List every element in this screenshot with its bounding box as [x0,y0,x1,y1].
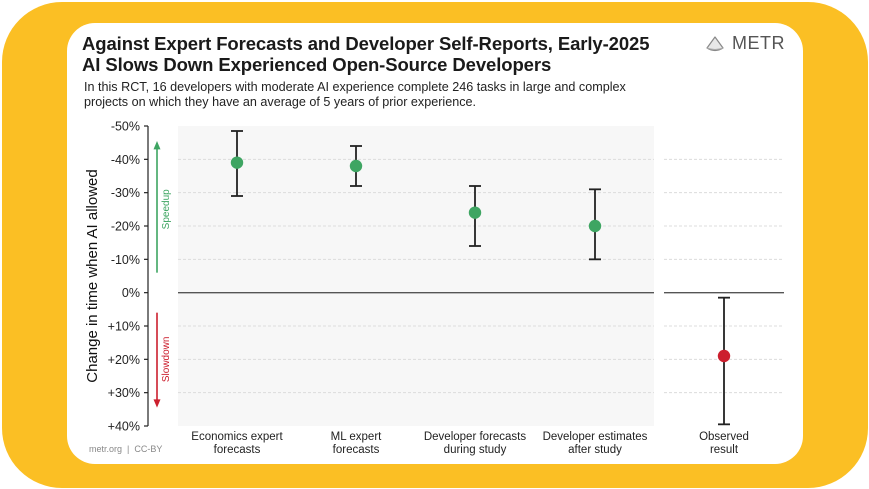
subtitle-line-1: In this RCT, 16 developers with moderate… [84,80,626,94]
x-category-label: after study [568,444,622,456]
y-axis-label: Change in time when AI allowed [84,169,101,382]
chart-subtitle: In this RCT, 16 developers with moderate… [84,80,626,110]
x-category-label: Observed [699,431,749,443]
y-tick-label: +20% [108,353,140,367]
y-tick-label: +40% [108,420,140,434]
data-point [349,159,363,173]
data-point [230,156,244,169]
metr-logo-icon [706,35,724,51]
subtitle-line-2: projects on which they have an average o… [84,95,477,109]
y-tick-label: -50% [111,120,140,134]
x-category-label: forecasts [214,444,261,456]
speedup-label: Speedup [161,189,172,229]
data-point [717,349,731,363]
logo-text: METR [732,33,785,53]
y-tick-label: -40% [111,153,140,167]
slowdown-label: Slowdown [161,337,172,383]
y-tick-label: +30% [108,386,140,400]
data-point [468,206,482,219]
x-category-label: ML expert [331,431,383,443]
y-tick-label: -10% [111,253,140,267]
x-category-label: forecasts [333,444,380,456]
title-line-1: Against Expert Forecasts and Developer S… [82,33,650,54]
title-line-2: AI Slows Down Experienced Open-Source De… [82,54,552,75]
x-category-label: during study [444,444,507,456]
chart-title: Against Expert Forecasts and Developer S… [82,33,650,75]
forecast-panel [178,126,654,426]
x-category-label: Developer estimates [543,431,648,443]
source-credit: metr.org | CC-BY [89,444,163,454]
slowdown-arrowhead-icon [153,399,161,408]
y-tick-label: -30% [111,186,140,200]
x-category-label: Economics expert [191,431,283,443]
y-tick-label: +10% [108,320,140,334]
speedup-arrowhead-icon [153,141,161,150]
x-category-label: result [710,444,739,456]
metr-logo: METR [704,33,785,54]
data-point [588,219,602,233]
x-category-label: Developer forecasts [424,431,527,443]
y-tick-label: -20% [111,220,140,234]
y-tick-label: 0% [122,286,140,300]
